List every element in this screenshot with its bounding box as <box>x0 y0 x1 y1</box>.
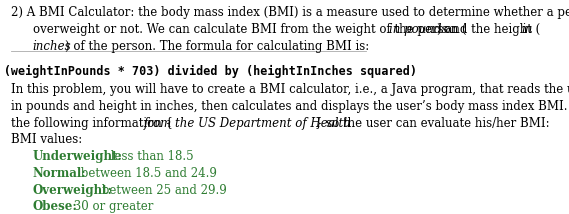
Text: 30 or greater: 30 or greater <box>69 200 153 213</box>
Text: Underweight:: Underweight: <box>33 150 122 163</box>
Text: in: in <box>522 23 533 36</box>
Text: 2) A BMI Calculator: the body mass index (BMI) is a measure used to determine wh: 2) A BMI Calculator: the body mass index… <box>11 6 569 19</box>
Text: In this problem, you will have to create a BMI calculator, i.e., a Java program,: In this problem, you will have to create… <box>11 83 569 96</box>
Text: between 25 and 29.9: between 25 and 29.9 <box>98 184 227 196</box>
Text: in pounds: in pounds <box>389 23 447 36</box>
Text: Obese:: Obese: <box>33 200 77 213</box>
Text: between 18.5 and 24.9: between 18.5 and 24.9 <box>77 167 217 180</box>
Text: } so the user can evaluate his/her BMI:: } so the user can evaluate his/her BMI: <box>315 117 549 130</box>
Text: from the US Department of Health: from the US Department of Health <box>144 117 352 130</box>
Text: overweight or not. We can calculate BMI from the weight of the person (: overweight or not. We can calculate BMI … <box>33 23 467 36</box>
Text: Overweight:: Overweight: <box>33 184 113 196</box>
Text: Normal:: Normal: <box>33 167 86 180</box>
Text: inches: inches <box>33 40 72 53</box>
Text: ) and the height (: ) and the height ( <box>437 23 540 36</box>
Text: ) of the person. The formula for calculating BMI is:: ) of the person. The formula for calcula… <box>64 40 369 53</box>
Text: BMI = (weightInPounds * 703) divided by (heightInInches squared): BMI = (weightInPounds * 703) divided by … <box>0 65 417 78</box>
Text: in pounds and height in inches, then calculates and displays the user’s body mas: in pounds and height in inches, then cal… <box>11 100 569 113</box>
Text: less than 18.5: less than 18.5 <box>106 150 193 163</box>
Text: the following information {: the following information { <box>11 117 173 130</box>
Text: BMI values:: BMI values: <box>11 133 83 146</box>
